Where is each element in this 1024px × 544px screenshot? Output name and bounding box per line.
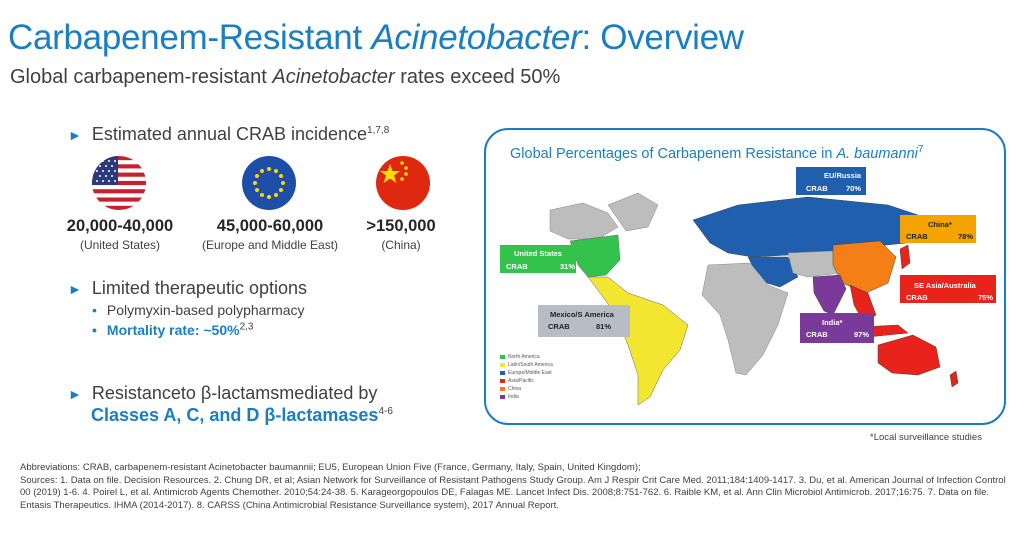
map-title: Global Percentages of Carbapenem Resista… xyxy=(510,144,924,162)
legend-label: China xyxy=(508,386,522,392)
central-asia-shape xyxy=(787,250,841,278)
region-crab-se-asia: CRAB xyxy=(906,293,928,302)
legend-label: India xyxy=(508,394,519,400)
greenland-shape xyxy=(607,192,659,232)
africa-shape xyxy=(701,262,789,376)
australia-shape xyxy=(877,334,941,376)
legend-swatch xyxy=(500,355,505,359)
north-america-shape xyxy=(569,234,621,278)
list-item: • Mortality rate: ~50%2,3 xyxy=(92,321,254,338)
list-item: • Polymyxin-based polypharmacy xyxy=(92,302,305,318)
resistance-classes: Classes A, C, and D β-lactamases4-6 xyxy=(91,405,393,425)
region-crab-china: CRAB xyxy=(906,232,928,241)
region-crab-india: CRAB xyxy=(806,330,828,339)
sources-text: Sources: 1. Data on file. Decision Resou… xyxy=(20,474,1006,511)
eu-flag-icon xyxy=(242,156,296,210)
legend-swatch xyxy=(500,395,505,399)
region-name-se-asia: SE Asia/Australia xyxy=(914,281,976,290)
us-box xyxy=(500,245,576,273)
bullet-arrow-icon: ► xyxy=(68,281,82,297)
stat-us-label: (United States) xyxy=(79,238,161,252)
map-panel xyxy=(484,128,1006,425)
japan-shape xyxy=(899,244,911,270)
region-crab-mexico: CRAB xyxy=(548,322,570,331)
therapeutic-heading: ► Limited therapeutic options xyxy=(68,278,308,298)
legend-label: Asia/Pacific xyxy=(508,378,534,384)
legend-swatch xyxy=(500,387,505,391)
region-name-eu-russia: EU/Russia xyxy=(824,171,862,180)
bullet-dot-icon: • xyxy=(92,322,97,338)
bullet-dot-icon: • xyxy=(92,302,97,318)
china-shape xyxy=(832,240,897,294)
incidence-heading: ► Estimated annual CRAB incidence1,7,8 xyxy=(68,124,390,144)
region-crab-eu-russia: CRAB xyxy=(806,184,828,193)
region-name-mexico: Mexico/S America xyxy=(550,310,614,319)
region-name-india: India* xyxy=(822,318,843,327)
abbreviations-text: Abbreviations: CRAB, carbapenem-resistan… xyxy=(20,462,641,473)
new-zealand-shape xyxy=(949,370,959,388)
region-value-mexico: 81% xyxy=(596,322,612,331)
region-name-china: China* xyxy=(928,220,952,229)
world-map xyxy=(500,167,996,406)
region-value-se-asia: 75% xyxy=(978,293,994,302)
south-america-shape xyxy=(587,276,689,406)
bullet-arrow-icon: ► xyxy=(68,386,82,402)
canada-shape xyxy=(549,202,619,240)
india-box xyxy=(800,313,874,343)
stat-china-value: >150,000 xyxy=(366,217,436,235)
region-value-eu-russia: 70% xyxy=(846,184,862,193)
resistance-heading: ► Resistanceto β-lactamsmediated by xyxy=(68,383,378,403)
page-subtitle: Global carbapenem-resistant Acinetobacte… xyxy=(10,66,561,88)
legend-swatch xyxy=(500,379,505,383)
eu-russia-box xyxy=(796,167,866,195)
china-box xyxy=(900,215,976,243)
region-value-us: 31% xyxy=(560,262,576,271)
stat-china-label: (China) xyxy=(381,238,421,252)
legend-swatch xyxy=(500,371,505,375)
china-flag-icon xyxy=(376,156,430,210)
footnote: *Local surveillance studies xyxy=(870,432,982,443)
legend-swatch xyxy=(500,363,505,367)
legend-label: Latin/South America xyxy=(508,362,553,368)
page-title: Carbapenem-Resistant Acinetobacter: Over… xyxy=(8,18,744,57)
us-flag-icon xyxy=(92,156,146,210)
region-crab-us: CRAB xyxy=(506,262,528,271)
region-value-india: 97% xyxy=(854,330,870,339)
india-shape xyxy=(812,274,847,316)
legend-label: North America xyxy=(508,354,540,360)
region-value-china: 78% xyxy=(958,232,974,241)
se-asia-box xyxy=(900,275,996,303)
references: Abbreviations: CRAB, carbapenem-resistan… xyxy=(20,462,1012,512)
stat-us-value: 20,000-40,000 xyxy=(66,217,174,235)
legend-label: Europe/Middle East xyxy=(508,370,552,376)
bullet-arrow-icon: ► xyxy=(68,127,82,143)
region-name-us: United States xyxy=(514,249,562,258)
stat-eu-label: (Europe and Middle East) xyxy=(201,238,339,252)
stat-eu-value: 45,000-60,000 xyxy=(216,217,324,235)
mexico-box xyxy=(538,305,630,337)
